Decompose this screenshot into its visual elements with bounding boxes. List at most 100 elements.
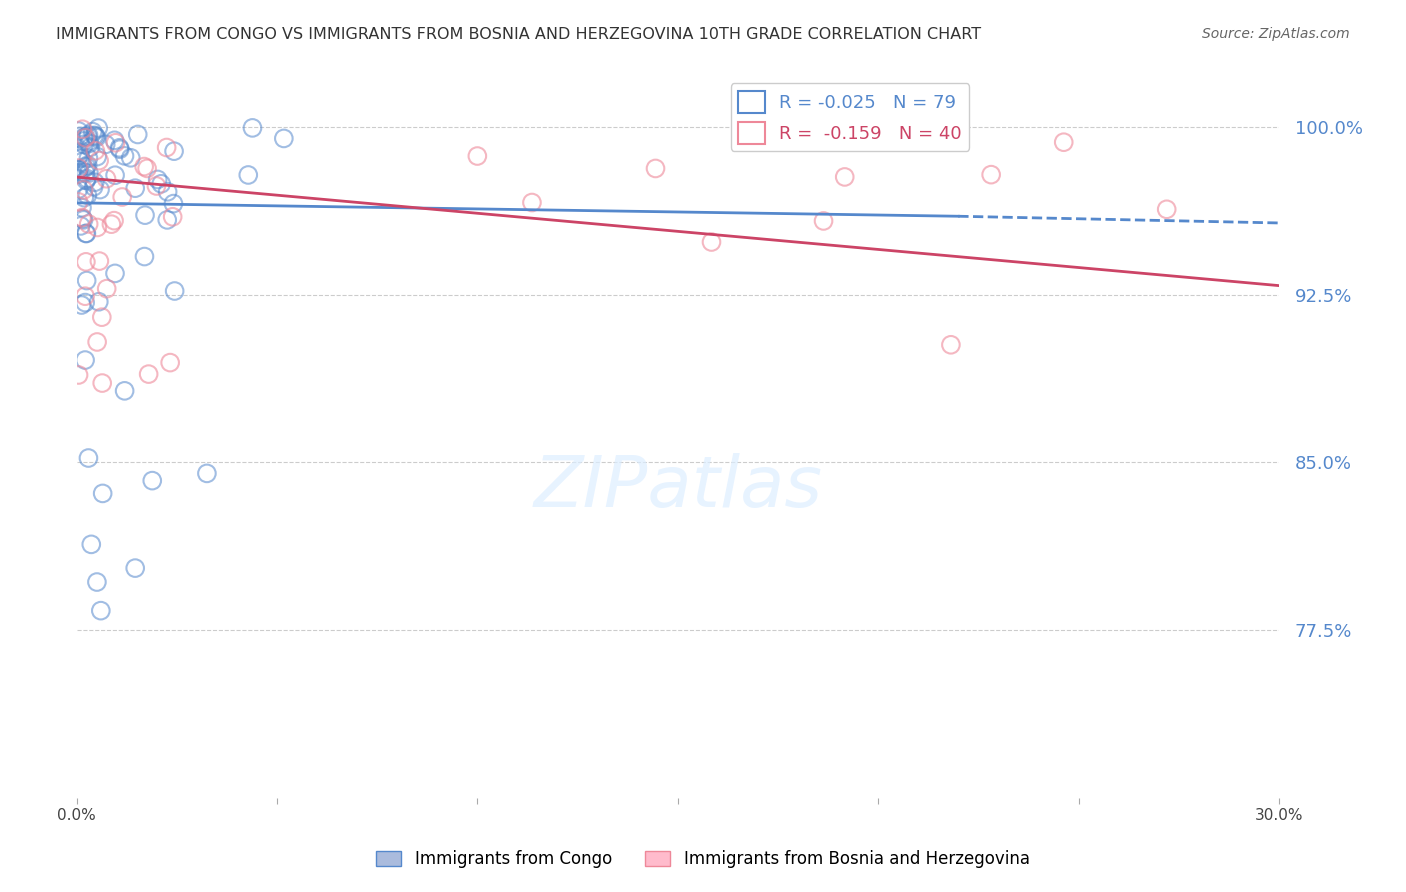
Point (127, 128, 149, 142)
Point (67, 162, 90, 177)
Point (141, 474, 163, 488)
Point (84, 129, 107, 144)
Point (75, 130, 97, 145)
Legend: Immigrants from Congo, Immigrants from Bosnia and Herzegovina: Immigrants from Congo, Immigrants from B… (370, 844, 1036, 875)
Point (67, 161, 90, 175)
Point (76, 129, 98, 144)
Point (104, 136, 127, 150)
Point (69, 148, 91, 162)
Point (69, 152, 91, 166)
Point (73, 134, 96, 148)
Point (67, 162, 90, 177)
Point (104, 168, 127, 182)
Point (76, 188, 98, 202)
Point (76, 171, 98, 186)
Point (162, 210, 184, 224)
Point (75, 227, 97, 241)
Point (156, 140, 179, 154)
Point (114, 149, 136, 163)
Point (67, 167, 90, 181)
Point (136, 161, 159, 176)
Point (163, 284, 186, 298)
Point (1156, 202, 1178, 217)
Point (156, 213, 179, 227)
Point (124, 181, 146, 195)
Point (90, 604, 112, 618)
Point (87, 294, 110, 309)
Point (70, 298, 93, 312)
Point (75, 255, 97, 269)
Point (91, 376, 114, 390)
Point (813, 214, 835, 228)
Point (72, 122, 94, 136)
Point (103, 133, 125, 147)
Point (77, 450, 100, 465)
Point (273, 131, 295, 145)
Point (89, 254, 111, 268)
Point (70, 155, 93, 169)
Point (77, 166, 100, 180)
Point (238, 168, 260, 182)
Point (73, 183, 96, 197)
Point (520, 195, 543, 210)
Point (156, 185, 179, 199)
Point (75, 166, 97, 180)
Point (108, 142, 131, 156)
Point (73, 137, 96, 152)
Point (111, 190, 134, 204)
Point (467, 149, 489, 163)
Point (89, 183, 111, 197)
Point (75, 130, 97, 145)
Point (80, 537, 103, 551)
Point (159, 356, 181, 370)
Point (980, 168, 1002, 182)
Point (145, 179, 167, 194)
Point (79, 136, 101, 151)
Point (67, 182, 90, 196)
Point (70, 201, 93, 215)
Point (834, 169, 856, 184)
Point (72, 211, 94, 226)
Point (73, 130, 96, 145)
Point (90, 310, 112, 325)
Point (103, 213, 125, 227)
Point (83, 179, 105, 194)
Text: IMMIGRANTS FROM CONGO VS IMMIGRANTS FROM BOSNIA AND HERZEGOVINA 10TH GRADE CORRE: IMMIGRANTS FROM CONGO VS IMMIGRANTS FROM… (56, 27, 981, 42)
Point (150, 177, 173, 191)
Point (195, 467, 218, 481)
Point (939, 338, 962, 352)
Point (77, 128, 100, 142)
Point (242, 120, 264, 135)
Point (86, 334, 108, 349)
Point (86, 220, 108, 235)
Point (1053, 135, 1076, 149)
Point (86, 130, 108, 145)
Text: ZIPatlas: ZIPatlas (533, 453, 823, 523)
Point (79, 140, 101, 154)
Point (146, 172, 169, 186)
Point (83, 128, 105, 143)
Point (73, 191, 96, 205)
Point (75, 289, 97, 303)
Point (69, 219, 91, 233)
Point (114, 384, 136, 398)
Point (75, 295, 97, 310)
Point (86, 575, 108, 590)
Point (76, 274, 98, 288)
Legend: R = -0.025   N = 79, R =  -0.159   N = 40: R = -0.025 N = 79, R = -0.159 N = 40 (731, 83, 969, 151)
Point (138, 367, 160, 381)
Point (67, 145, 90, 160)
Point (96, 282, 118, 296)
Point (700, 235, 723, 249)
Point (67, 194, 90, 209)
Point (67, 149, 90, 163)
Point (67, 124, 90, 138)
Point (87, 121, 110, 136)
Point (67, 368, 90, 382)
Point (77, 217, 100, 231)
Point (134, 160, 156, 174)
Point (89, 153, 111, 168)
Point (76, 158, 98, 172)
Point (134, 208, 156, 222)
Point (108, 141, 131, 155)
